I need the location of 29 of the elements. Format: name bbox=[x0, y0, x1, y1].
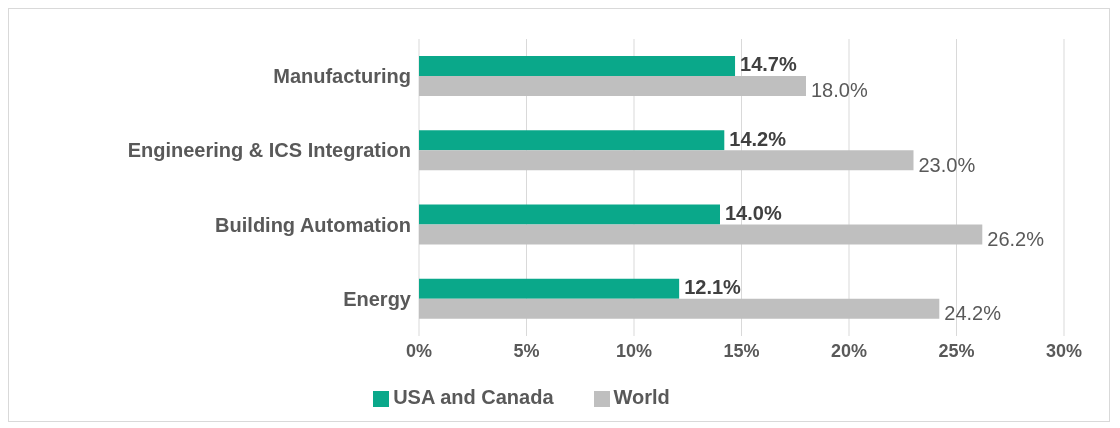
y-tick-label: Manufacturing bbox=[273, 65, 411, 88]
x-tick-label: 10% bbox=[615, 340, 653, 361]
x-tick-label: 25% bbox=[938, 340, 975, 361]
bar bbox=[419, 278, 680, 299]
bar bbox=[419, 56, 736, 76]
x-tick-label: 0% bbox=[405, 340, 433, 361]
data-label: 14.7% bbox=[740, 53, 797, 76]
data-label: 14.2% bbox=[729, 127, 787, 150]
x-tick-label: 20% bbox=[830, 340, 868, 361]
legend-label: USA and Canada bbox=[393, 386, 554, 408]
bar bbox=[419, 204, 720, 225]
bar bbox=[419, 298, 940, 319]
data-label: 26.2% bbox=[987, 227, 1045, 250]
x-tick-label: 30% bbox=[1045, 340, 1083, 361]
bar bbox=[419, 130, 725, 151]
bar bbox=[419, 150, 914, 171]
data-label: 14.0% bbox=[725, 201, 782, 224]
bar bbox=[419, 76, 806, 96]
data-label: 18.0% bbox=[811, 79, 868, 102]
data-label: 23.0% bbox=[918, 153, 976, 176]
x-tick-label: 5% bbox=[513, 340, 540, 361]
y-tick-label: Building Automation bbox=[215, 213, 411, 236]
data-label: 12.1% bbox=[684, 276, 742, 299]
y-tick-label: Engineering & ICS Integration bbox=[127, 139, 411, 162]
data-label: 24.2% bbox=[944, 302, 1002, 325]
y-tick-label: Energy bbox=[343, 287, 412, 310]
bar bbox=[419, 224, 983, 245]
legend-label: World bbox=[613, 386, 670, 408]
x-tick-label: 15% bbox=[723, 340, 760, 361]
